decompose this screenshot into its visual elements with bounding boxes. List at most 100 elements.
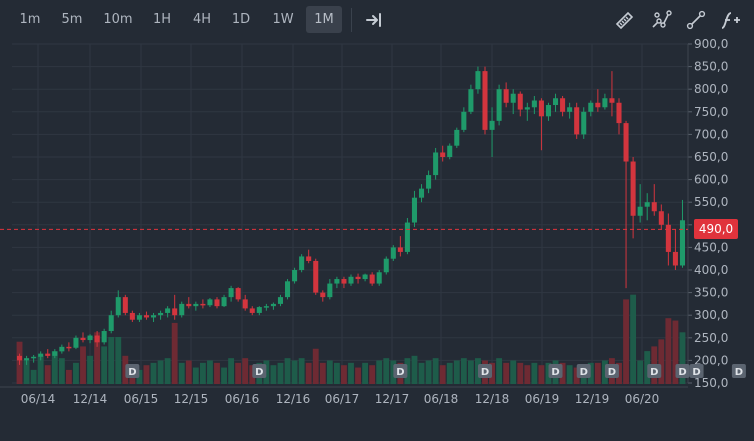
volume-bar xyxy=(355,367,361,384)
candle-body xyxy=(38,353,44,357)
volume-bar xyxy=(601,360,608,384)
volume-bar xyxy=(672,320,679,384)
volume-bar xyxy=(404,358,411,384)
candle-body xyxy=(59,346,65,352)
volume-bar xyxy=(559,362,566,384)
candle-body xyxy=(616,102,622,124)
candle-body xyxy=(45,353,51,356)
candle-body xyxy=(637,206,643,216)
y-tick-label: 150,0 xyxy=(694,376,728,390)
ruler-icon[interactable] xyxy=(612,7,638,33)
volume-bar xyxy=(432,358,439,384)
timeframe-4h-button[interactable]: 4H xyxy=(192,12,212,27)
y-tick-label: 850,0 xyxy=(694,60,728,74)
volume-bar xyxy=(185,360,192,384)
candle-body xyxy=(468,89,474,112)
timeframe-5m-button[interactable]: 5m xyxy=(61,12,83,27)
current-price-badge: 490,0 xyxy=(694,219,738,239)
volume-bar xyxy=(503,362,510,384)
volume-bar xyxy=(587,362,594,384)
pattern-icon[interactable] xyxy=(648,7,674,33)
volume-bar xyxy=(214,362,220,384)
candle-body xyxy=(151,315,157,318)
candle-body xyxy=(270,303,276,307)
y-tick-label: 900,0 xyxy=(694,37,728,51)
candle-body xyxy=(31,356,37,359)
timeframe-1d-button[interactable]: 1D xyxy=(231,12,251,27)
volume-bar xyxy=(418,362,425,384)
dividend-marker-label: D xyxy=(551,367,559,378)
volume-bar xyxy=(235,362,242,384)
x-tick-label: 06/19 xyxy=(525,392,560,406)
candle-body xyxy=(644,202,650,207)
x-tick-label: 06/15 xyxy=(124,392,159,406)
toolbar-separator xyxy=(351,8,352,32)
x-tick-label: 06/14 xyxy=(21,392,56,406)
candle-body xyxy=(588,102,594,112)
volume-bar xyxy=(263,360,270,384)
volume-bar xyxy=(467,360,474,384)
y-tick-label: 400,0 xyxy=(694,263,728,277)
candle-body xyxy=(256,307,262,313)
dividend-marker-label: D xyxy=(650,367,658,378)
volume-bar xyxy=(390,360,397,384)
timeframe-1w-button[interactable]: 1W xyxy=(272,12,294,27)
candle-body xyxy=(108,315,114,332)
x-tick-label: 06/20 xyxy=(625,392,660,406)
candle-body xyxy=(193,303,199,307)
candle-body xyxy=(517,93,523,110)
candle-body xyxy=(419,188,425,198)
candle-body xyxy=(101,331,107,343)
volume-bar xyxy=(665,318,672,384)
y-tick-label: 450,0 xyxy=(694,240,728,254)
timeframe-10m-button[interactable]: 10m xyxy=(103,12,133,27)
candle-body xyxy=(503,89,509,103)
candle-body xyxy=(129,312,135,320)
dividend-marker-label: D xyxy=(692,367,700,378)
trendline-icon[interactable] xyxy=(683,7,709,33)
volume-bar xyxy=(630,294,637,384)
dividend-marker xyxy=(731,364,746,378)
volume-bar xyxy=(679,332,686,384)
x-tick-label: 06/18 xyxy=(424,392,459,406)
timeframe-1m-button[interactable]: 1m xyxy=(19,12,41,27)
expand-to-right-icon[interactable] xyxy=(361,7,387,33)
timeframe-1m-button[interactable]: 1M xyxy=(306,6,342,33)
candle-body xyxy=(665,224,671,252)
candle-body xyxy=(679,220,685,266)
candle-body xyxy=(496,89,502,121)
volume-bar xyxy=(221,367,227,384)
volume-bar xyxy=(341,365,347,384)
candle-body xyxy=(158,312,164,316)
x-tick-label: 12/19 xyxy=(575,392,610,406)
candle-body xyxy=(242,299,248,309)
candle-body xyxy=(560,98,566,112)
dividend-marker xyxy=(647,364,662,378)
volume-bar xyxy=(30,369,37,384)
volume-bar xyxy=(510,360,517,384)
candle-body xyxy=(545,105,551,117)
add-indicator-icon[interactable] xyxy=(717,7,743,33)
volume-bar xyxy=(644,351,651,384)
volume-bar xyxy=(376,360,383,384)
volume-bar xyxy=(94,332,101,384)
candle-body xyxy=(461,111,467,130)
volume-bar xyxy=(270,365,277,384)
volume-bar xyxy=(115,337,122,384)
volume-bar xyxy=(305,362,312,384)
candle-body xyxy=(433,152,439,176)
dividend-marker-label: D xyxy=(678,367,686,378)
volume-bar xyxy=(524,365,531,384)
candle-body xyxy=(362,274,368,280)
volume-bar xyxy=(284,358,291,384)
volume-bar xyxy=(326,360,333,384)
candle-body xyxy=(263,306,269,308)
timeframe-1h-button[interactable]: 1H xyxy=(152,12,172,27)
candle-body xyxy=(277,297,283,304)
volume-bar xyxy=(171,322,178,384)
volume-bar xyxy=(157,360,164,384)
volume-bar xyxy=(362,362,369,384)
x-tick-label: 12/18 xyxy=(475,392,510,406)
candle-body xyxy=(553,98,559,106)
